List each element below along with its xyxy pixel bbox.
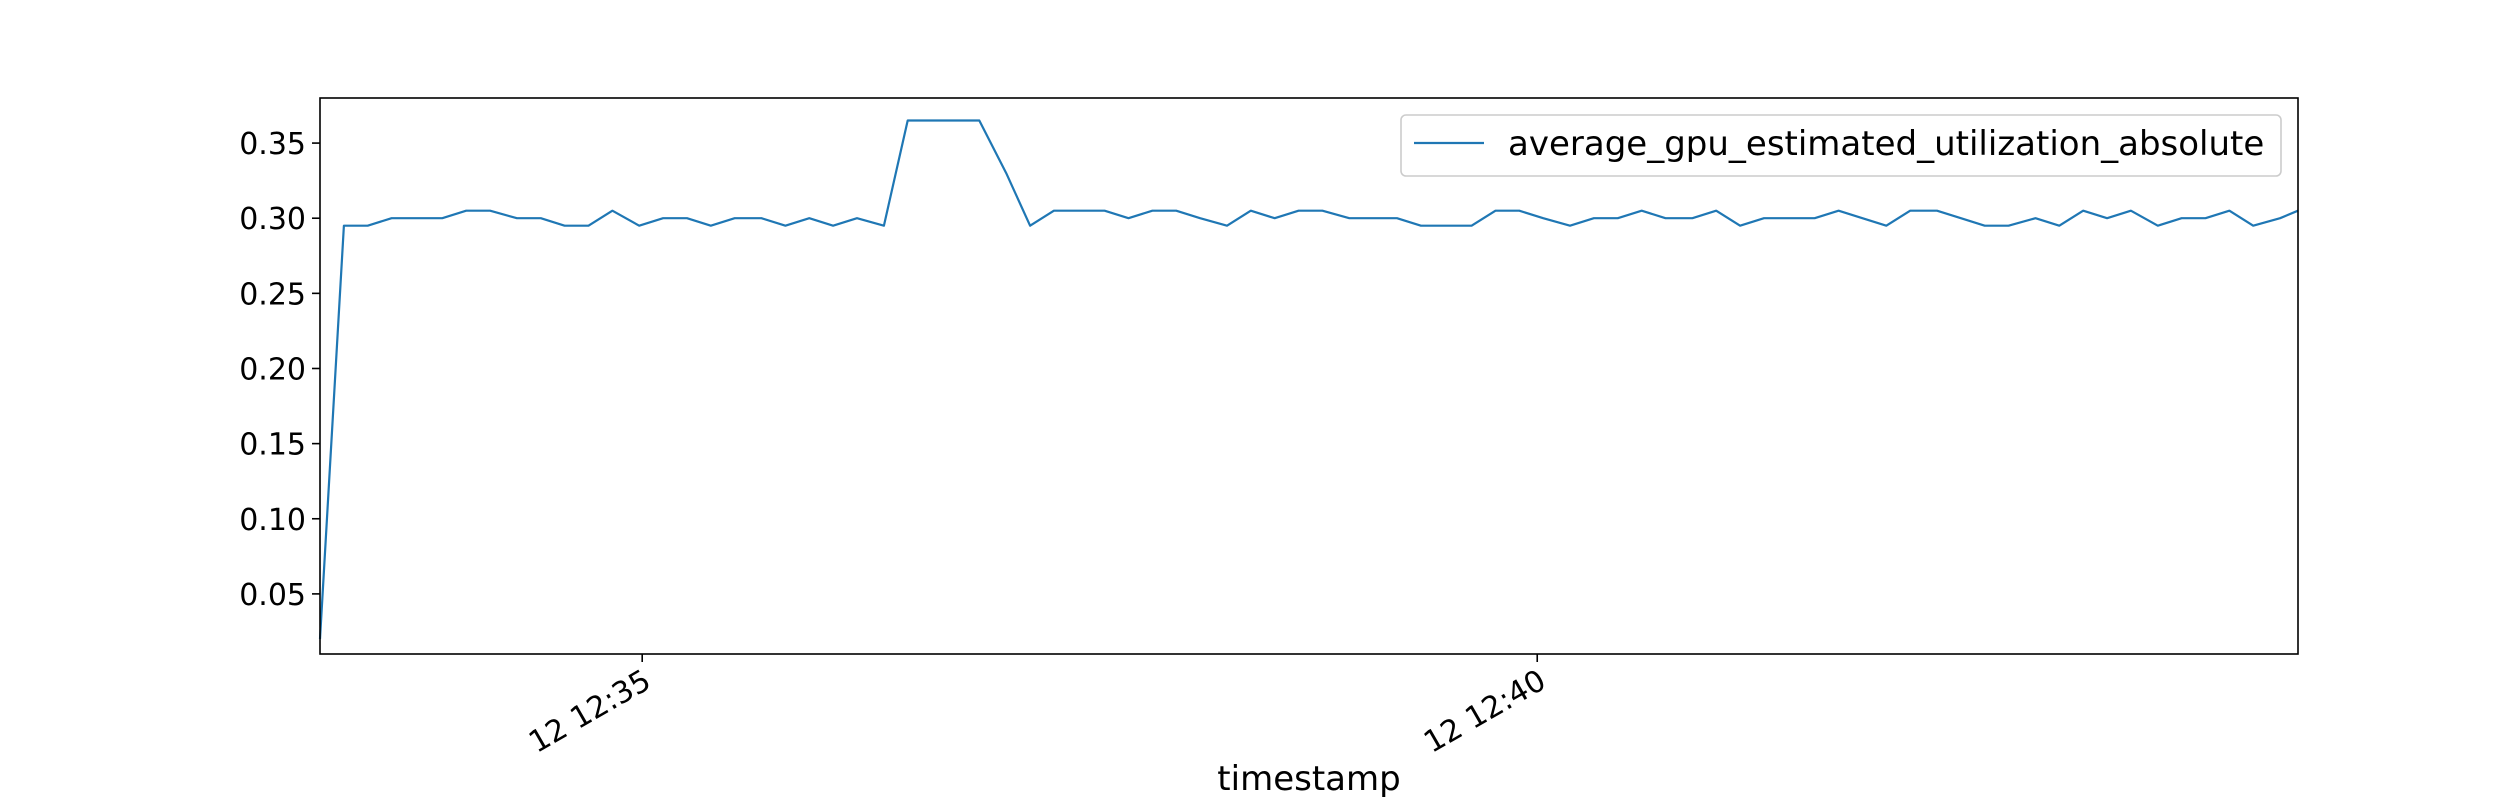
- plot-area: [318, 119, 2299, 640]
- y-tick-label: 0.20: [239, 352, 306, 387]
- axes-frame: [319, 97, 2299, 655]
- legend-label: average_gpu_estimated_utilization_absolu…: [1508, 124, 2264, 164]
- legend-box: [1400, 114, 2282, 177]
- y-tick-label: 0.10: [239, 503, 306, 538]
- y-tick-label: 0.15: [239, 428, 306, 463]
- legend: average_gpu_estimated_utilization_absolu…: [1400, 114, 2282, 177]
- series-line-0: [318, 119, 2299, 640]
- y-tick-label: 0.05: [239, 578, 306, 613]
- x-axis-label: timestamp: [1217, 759, 1400, 799]
- y-tick-label: 0.30: [239, 202, 306, 237]
- y-axis: 0.05 0.10 0.15 0.20 0.25 0.30 0.35: [239, 127, 320, 613]
- y-tick-label: 0.25: [239, 277, 306, 312]
- y-tick-label: 0.35: [239, 127, 306, 162]
